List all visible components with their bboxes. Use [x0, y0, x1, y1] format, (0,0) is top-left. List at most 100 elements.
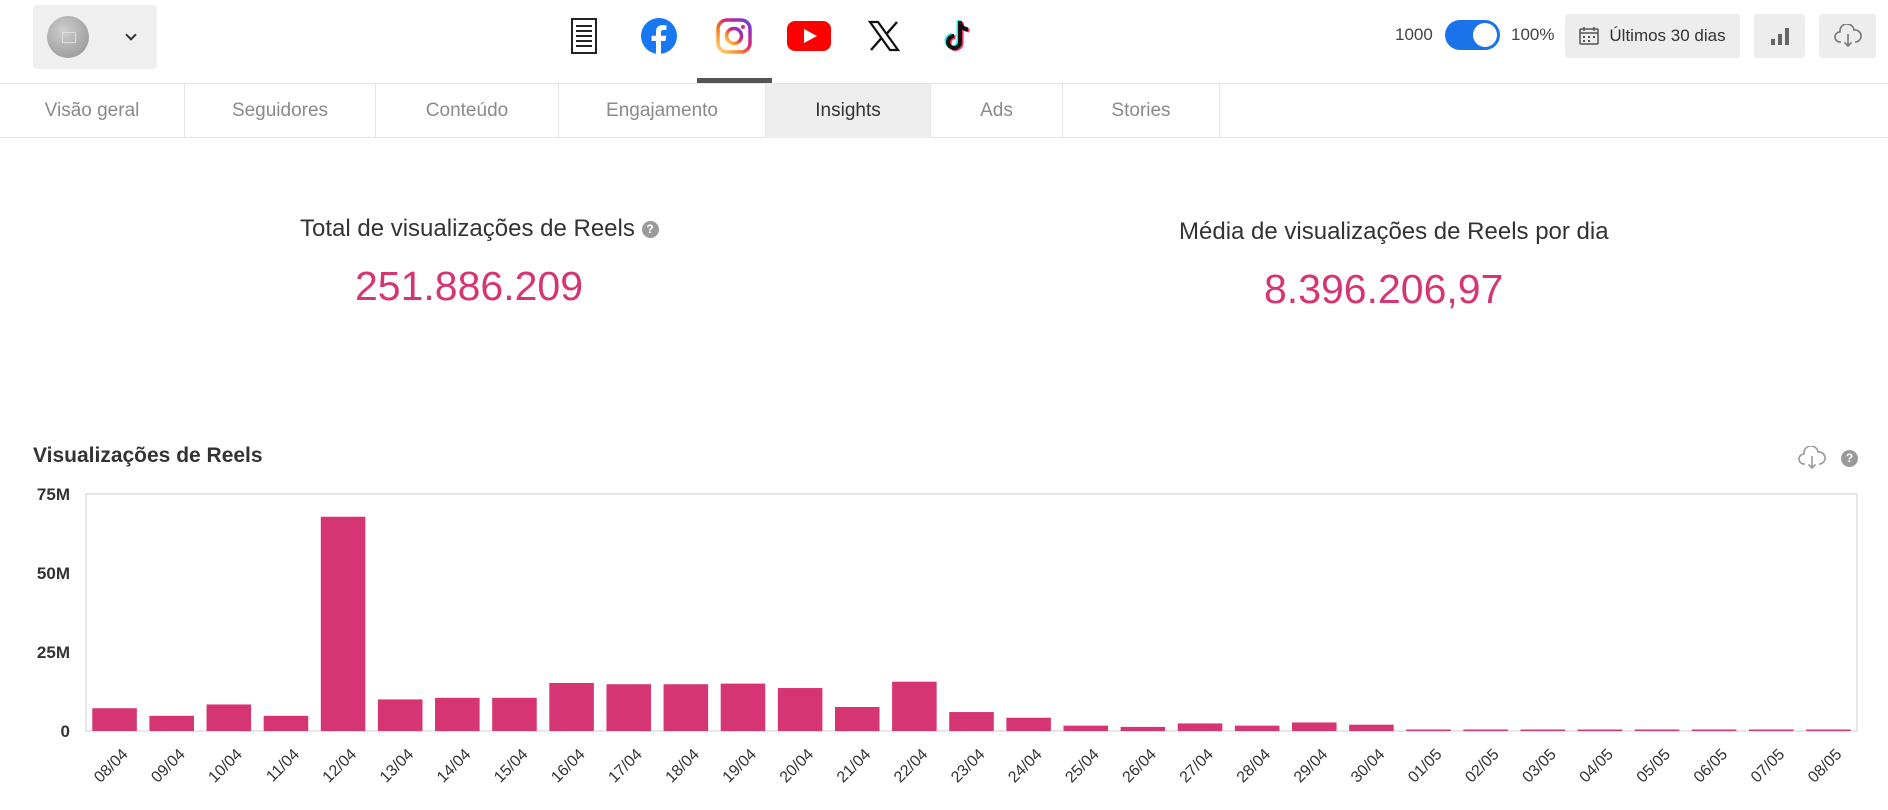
- y-tick-label: 25M: [37, 643, 70, 662]
- tab-label: Insights: [815, 100, 881, 121]
- bar: [834, 706, 880, 731]
- chart-settings-button[interactable]: [1754, 14, 1805, 58]
- date-range-button[interactable]: Últimos 30 dias: [1565, 14, 1740, 58]
- x-tick-label: 02/05: [1462, 746, 1502, 786]
- bar: [949, 712, 994, 731]
- x-tick-label: 29/04: [1291, 746, 1331, 786]
- tab-conteudo[interactable]: Conteúdo: [376, 84, 559, 138]
- tab-label: Visão geral: [44, 100, 140, 121]
- x-tick-label: 24/04: [1005, 746, 1045, 786]
- x-tick-label: 13/04: [377, 746, 417, 786]
- tab-stories[interactable]: Stories: [1063, 84, 1220, 138]
- x-tick-label: 11/04: [263, 746, 303, 786]
- x-tick-label: 10/04: [205, 746, 245, 786]
- x-tick-label: 23/04: [948, 746, 988, 786]
- tab-insights[interactable]: Insights: [766, 84, 931, 138]
- tab-seguidores[interactable]: Seguidores: [185, 84, 376, 138]
- bar: [1006, 717, 1051, 731]
- bar: [1177, 723, 1223, 731]
- bar: [1520, 729, 1566, 731]
- download-button[interactable]: [1819, 14, 1876, 58]
- percentage-toggle[interactable]: [1445, 20, 1500, 50]
- y-tick-label: 50M: [37, 564, 70, 583]
- bar: [320, 516, 366, 731]
- x-tick-label: 08/04: [91, 746, 131, 786]
- chart-title: Visualizações de Reels: [33, 444, 263, 467]
- tiktok-icon[interactable]: [931, 10, 987, 62]
- bar: [1063, 725, 1109, 731]
- report-icon[interactable]: [556, 10, 612, 62]
- instagram-icon[interactable]: [706, 10, 762, 62]
- tab-ads[interactable]: Ads: [931, 84, 1063, 138]
- bar: [206, 704, 252, 731]
- youtube-icon[interactable]: [781, 10, 837, 62]
- x-tick-label: 21/04: [834, 746, 874, 786]
- avg-views-value: 8.396.206,97: [1264, 266, 1504, 312]
- bar: [377, 699, 423, 731]
- x-icon[interactable]: [856, 10, 912, 62]
- x-tick-label: 20/04: [777, 746, 817, 786]
- bar: [1234, 725, 1280, 731]
- help-icon[interactable]: ?: [641, 221, 659, 239]
- x-tick-label: 12/04: [320, 746, 360, 786]
- reels-views-chart: 0 25M 50M 75M 08/04 09/04 10/04 11/04 12/04 13/04…: [37, 485, 1858, 786]
- bar: [1463, 729, 1508, 731]
- tab-label: Seguidores: [231, 100, 329, 121]
- date-range-label: Últimos 30 dias: [1609, 26, 1726, 45]
- bar: [1749, 729, 1794, 731]
- bar: [720, 683, 766, 731]
- tab-label: Ads: [980, 100, 1013, 121]
- bar: [92, 708, 137, 731]
- tab-visao-geral[interactable]: Visão geral: [0, 84, 185, 138]
- x-tick-label: 03/05: [1519, 746, 1559, 786]
- chevron-down-icon: [125, 29, 137, 41]
- x-tick-label: 28/04: [1234, 746, 1274, 786]
- bar: [1291, 722, 1337, 731]
- tab-engajamento[interactable]: Engajamento: [559, 84, 766, 138]
- y-tick-label: 0: [61, 722, 70, 741]
- bar: [663, 684, 709, 731]
- toggle-right-label: 100%: [1511, 25, 1555, 44]
- x-tick-label: 27/04: [1177, 746, 1217, 786]
- bar: [492, 697, 537, 731]
- toggle-knob: [1473, 23, 1497, 47]
- bar: [263, 715, 309, 731]
- facebook-icon[interactable]: [631, 10, 687, 62]
- x-tick-label: 04/05: [1577, 746, 1617, 786]
- x-tick-label: 26/04: [1120, 746, 1160, 786]
- x-tick-label: 25/04: [1062, 746, 1102, 786]
- total-views-title-text: Total de visualizações de Reels: [300, 215, 635, 242]
- total-views-value: 251.886.209: [355, 263, 584, 309]
- profile-selector[interactable]: [33, 5, 157, 69]
- x-tick-label: 22/04: [891, 746, 931, 786]
- bar: [149, 715, 194, 731]
- calendar-icon: [1579, 27, 1600, 45]
- chart-download-icon[interactable]: [1798, 446, 1826, 470]
- bar: [549, 682, 594, 731]
- bar: [777, 688, 823, 731]
- x-tick-label: 18/04: [663, 746, 703, 786]
- avg-views-title: Média de visualizações de Reels por dia: [1179, 218, 1609, 245]
- bar: [1691, 729, 1737, 731]
- x-tick-label: 07/05: [1748, 746, 1788, 786]
- toggle-left-label: 1000: [1395, 25, 1433, 44]
- x-tick-label: 08/05: [1805, 746, 1845, 786]
- x-tick-label: 05/05: [1634, 746, 1674, 786]
- x-tick-label: 14/04: [434, 746, 474, 786]
- chart-help-icon[interactable]: ?: [1841, 450, 1858, 467]
- x-tick-label: 09/04: [148, 746, 188, 786]
- bar: [1120, 726, 1166, 731]
- x-tick-label: 15/04: [491, 746, 531, 786]
- x-tick-label: 01/05: [1405, 746, 1445, 786]
- x-tick-label: 16/04: [548, 746, 588, 786]
- total-views-title: Total de visualizações de Reels ?: [300, 215, 659, 243]
- x-tick-label: 19/04: [720, 746, 760, 786]
- avatar: [47, 16, 89, 58]
- y-tick-label: 75M: [37, 485, 70, 504]
- tab-bar: Visão geral Seguidores Conteúdo Engajame…: [0, 84, 1888, 138]
- tab-label: Engajamento: [606, 100, 718, 121]
- bar: [1806, 729, 1851, 731]
- x-tick-label: 06/05: [1691, 746, 1731, 786]
- top-bar: 1000 100% Últimos 30 dias: [0, 0, 1888, 84]
- x-tick-label: 17/04: [605, 746, 645, 786]
